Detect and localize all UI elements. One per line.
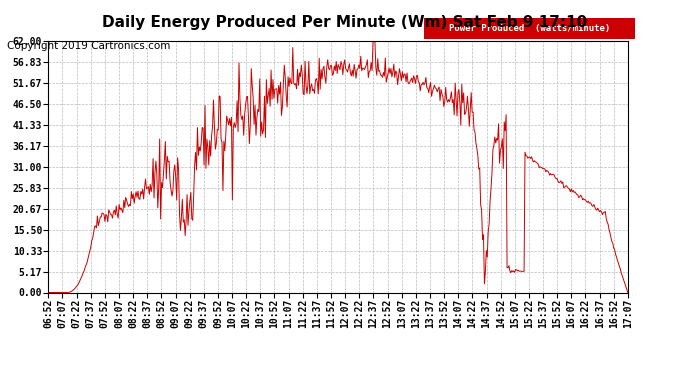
Text: Copyright 2019 Cartronics.com: Copyright 2019 Cartronics.com	[7, 41, 170, 51]
Text: Power Produced  (watts/minute): Power Produced (watts/minute)	[449, 24, 610, 33]
Text: Daily Energy Produced Per Minute (Wm) Sat Feb 9 17:10: Daily Energy Produced Per Minute (Wm) Sa…	[102, 15, 588, 30]
